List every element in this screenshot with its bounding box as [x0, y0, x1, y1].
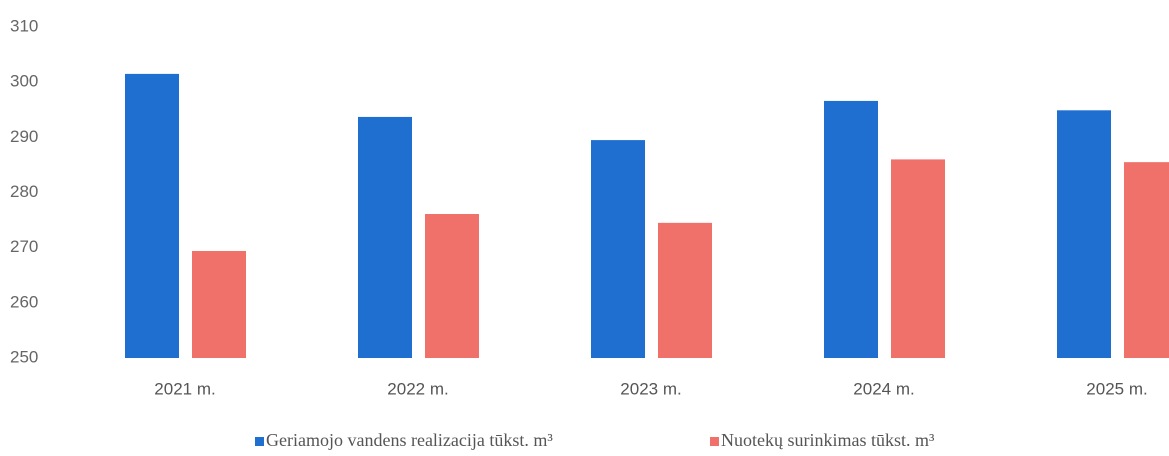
- bar: [425, 214, 479, 358]
- bar: [358, 116, 412, 359]
- y-tick-label: 250: [10, 347, 38, 366]
- x-tick-label: 2023 m.: [620, 379, 681, 398]
- y-tick-label: 280: [10, 182, 38, 201]
- bar: [658, 222, 712, 358]
- x-tick-label: 2022 m.: [387, 379, 448, 398]
- bar: [1057, 110, 1111, 358]
- y-tick-label: 270: [10, 237, 38, 256]
- y-tick-label: 300: [10, 72, 38, 91]
- legend-swatch: [710, 437, 719, 446]
- bar: [192, 250, 246, 358]
- legend-swatch: [255, 437, 264, 446]
- y-tick-label: 290: [10, 127, 38, 146]
- bar: [891, 159, 945, 358]
- x-tick-label: 2024 m.: [853, 379, 914, 398]
- legend-label: Geriamojo vandens realizacija tūkst. m³: [266, 430, 553, 450]
- bar: [1124, 162, 1169, 358]
- x-tick-label: 2025 m.: [1086, 379, 1147, 398]
- legend-label: Nuotekų surinkimas tūkst. m³: [721, 430, 935, 450]
- bar: [824, 100, 878, 358]
- y-tick-label: 260: [10, 292, 38, 311]
- y-tick-label: 310: [10, 16, 38, 35]
- bar: [125, 73, 179, 359]
- x-tick-label: 2021 m.: [154, 379, 215, 398]
- bar: [591, 140, 645, 358]
